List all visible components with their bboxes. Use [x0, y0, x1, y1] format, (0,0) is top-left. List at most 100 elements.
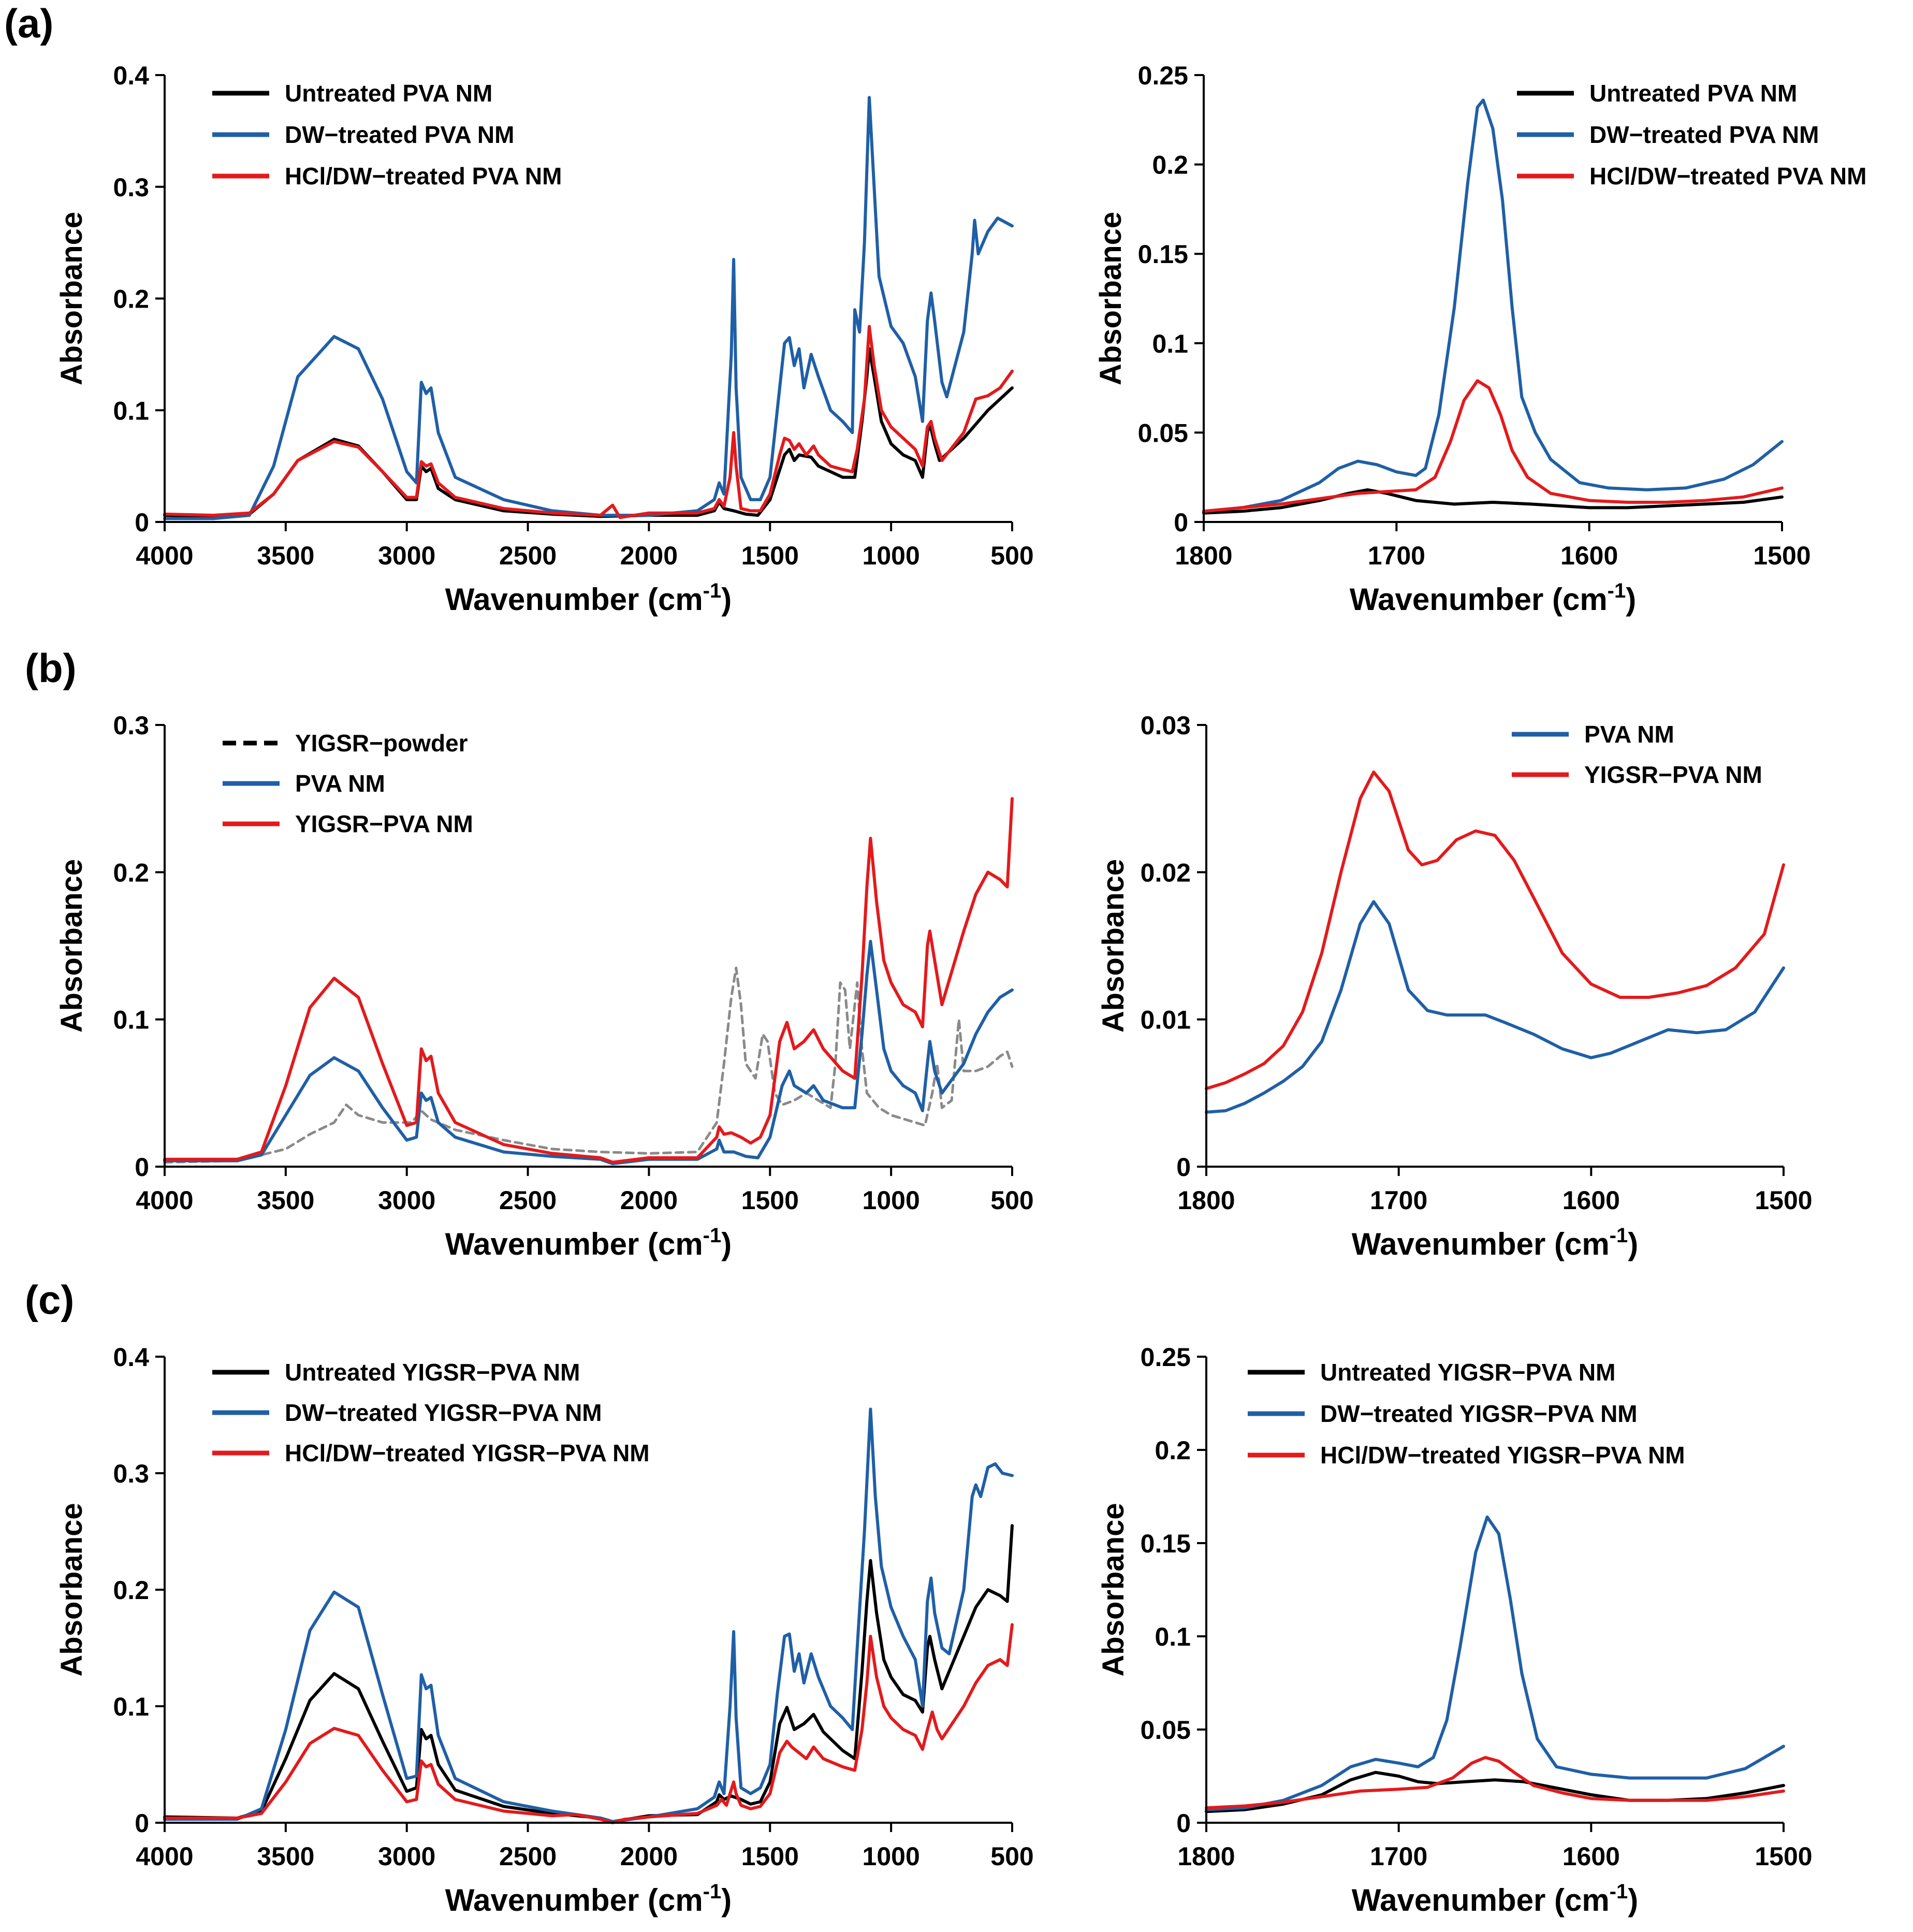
y-tick-label-a-right-2: 0.1	[1152, 329, 1188, 358]
x-tick-label-b-left-1: 3500	[257, 1186, 314, 1215]
x-tick-label-b-right-3: 1500	[1755, 1186, 1812, 1215]
legend-label-b-left-1: PVA NM	[295, 770, 385, 797]
x-tick-label-a-left-5: 1500	[741, 541, 799, 570]
chart-b-left: 0 0.1 0.2 0.3 4000 3500 3000 2500 2000 1500 1000 50…	[55, 711, 1034, 1261]
legend-a-left: Untreated PVA NM DW−treated PVA NM HCl/DW−…	[212, 80, 562, 190]
y-tick-label-b-right-3: 0.03	[1141, 711, 1191, 740]
legend-label-a-right-1: DW−treated PVA NM	[1589, 121, 1819, 148]
legend-b-left: YIGSR−powder PVA NM YIGSR−PVA NM	[223, 730, 473, 837]
y-tick-label-c-right-1: 0.05	[1141, 1716, 1191, 1745]
x-axis-title-main-a-right: Wavenumber (cm	[1350, 582, 1608, 617]
series-line-c-right-1	[1205, 1515, 1785, 1811]
y-tick-label-c-left-1: 0.1	[113, 1692, 149, 1721]
legend-label-b-left-0: YIGSR−powder	[295, 730, 468, 757]
x-tick-label-a-right-2: 1600	[1560, 541, 1618, 570]
x-axis-title-end-c-left: )	[721, 1883, 732, 1918]
y-tick-label-a-left-4: 0.4	[113, 61, 149, 90]
x-tick-label-c-left-2: 3000	[378, 1842, 435, 1871]
x-tick-label-a-right-0: 1800	[1175, 541, 1232, 570]
x-axis-title-main-c-left: Wavenumber (cm	[445, 1883, 703, 1918]
y-axis-title-a-left: Absorbance	[55, 212, 89, 385]
x-tick-label-a-left-6: 1000	[863, 541, 920, 570]
y-axis-title-a-right: Absorbance	[1094, 212, 1128, 385]
y-tick-label-a-right-0: 0	[1174, 508, 1188, 537]
legend-label-c-right-2: HCl/DW−treated YIGSR−PVA NM	[1320, 1442, 1685, 1469]
y-tick-label-a-left-0: 0	[135, 508, 149, 537]
legend-label-c-left-1: DW−treated YIGSR−PVA NM	[285, 1399, 602, 1426]
x-tick-label-c-left-7: 500	[990, 1842, 1033, 1871]
chart-b-right: 0 0.01 0.02 0.03 1800 1700 1600 1500 Wavenumber …	[1097, 711, 1813, 1261]
chart-a-right: 0 0.05 0.1 0.15 0.2 0.25 1800 1700 1600 1500 Waven…	[1094, 61, 1866, 617]
legend-label-c-right-0: Untreated YIGSR−PVA NM	[1320, 1359, 1615, 1386]
x-tick-label-b-left-6: 1000	[863, 1186, 920, 1215]
x-tick-label-c-right-3: 1500	[1755, 1842, 1812, 1871]
y-tick-label-a-left-3: 0.3	[113, 173, 149, 202]
series-line-a-left-1	[163, 96, 1014, 520]
x-tick-label-b-right-2: 1600	[1562, 1186, 1620, 1215]
series-line-a-right-1	[1202, 98, 1784, 513]
x-axis-title-a-left: Wavenumber (cm-1)	[445, 579, 732, 617]
x-axis-title-c-left: Wavenumber (cm-1)	[445, 1880, 732, 1918]
series-line-c-right-2	[1205, 1756, 1785, 1810]
legend-label-a-left-0: Untreated PVA NM	[285, 80, 492, 107]
legend-b-right: PVA NM YIGSR−PVA NM	[1512, 721, 1762, 788]
x-axis-title-sup-b-left: -1	[703, 1224, 722, 1247]
legend-label-a-left-2: HCl/DW−treated PVA NM	[285, 163, 562, 190]
legend-label-b-right-1: YIGSR−PVA NM	[1584, 761, 1762, 788]
x-tick-label-a-left-2: 3000	[378, 541, 435, 570]
y-tick-label-c-right-5: 0.25	[1141, 1343, 1191, 1372]
series-line-a-left-2	[163, 325, 1014, 519]
x-tick-label-c-right-2: 1600	[1562, 1842, 1620, 1871]
x-axis-title-b-left: Wavenumber (cm-1)	[445, 1224, 732, 1261]
y-tick-label-a-right-5: 0.25	[1138, 61, 1188, 90]
x-tick-label-c-left-0: 4000	[136, 1842, 193, 1871]
series-line-b-right-0	[1205, 900, 1785, 1114]
x-tick-label-c-right-1: 1700	[1370, 1842, 1427, 1871]
x-axis-title-b-right: Wavenumber (cm-1)	[1352, 1224, 1638, 1261]
x-tick-label-b-right-0: 1800	[1177, 1186, 1235, 1215]
series-line-b-left-2	[163, 797, 1014, 1164]
x-tick-label-c-right-0: 1800	[1177, 1842, 1235, 1871]
y-axis-title-b-right: Absorbance	[1097, 859, 1130, 1033]
x-tick-label-c-left-4: 2000	[620, 1842, 678, 1871]
x-tick-label-b-left-5: 1500	[741, 1186, 799, 1215]
series-line-a-right-2	[1202, 379, 1784, 513]
legend-c-left: Untreated YIGSR−PVA NM DW−treated YIGSR−P…	[212, 1359, 650, 1466]
legend-label-c-left-2: HCl/DW−treated YIGSR−PVA NM	[285, 1440, 650, 1466]
x-tick-label-b-left-4: 2000	[620, 1186, 678, 1215]
y-tick-label-c-right-0: 0	[1176, 1809, 1191, 1838]
y-tick-label-c-left-3: 0.3	[113, 1459, 149, 1488]
series-line-a-left-0	[163, 347, 1014, 518]
x-tick-label-c-left-6: 1000	[863, 1842, 920, 1871]
x-axis-title-sup-c-left: -1	[703, 1880, 722, 1903]
y-tick-label-b-left-1: 0.1	[113, 1006, 149, 1035]
chart-c-right: 0 0.05 0.1 0.15 0.2 0.25 1800 1700 1600 1500 Waven…	[1097, 1343, 1813, 1918]
series-line-c-left-0	[163, 1524, 1014, 1823]
x-tick-label-b-left-0: 4000	[136, 1186, 193, 1215]
chart-a-left: 0 0.1 0.2 0.3 0.4 4000 3500 3000 2500 2000 1500 100…	[55, 61, 1034, 617]
x-axis-title-sup-a-right: -1	[1608, 579, 1626, 602]
y-tick-label-b-left-3: 0.3	[113, 711, 149, 740]
y-axis-title-b-left: Absorbance	[55, 859, 89, 1033]
chart-c-left: 0 0.1 0.2 0.3 0.4 4000 3500 3000 2500 2000 1500 100…	[55, 1343, 1034, 1918]
y-tick-label-a-left-2: 0.2	[113, 285, 149, 314]
x-tick-label-c-left-1: 3500	[257, 1842, 314, 1871]
y-tick-label-c-left-0: 0	[135, 1809, 149, 1838]
legend-label-c-left-0: Untreated YIGSR−PVA NM	[285, 1359, 580, 1386]
x-axis-title-main-b-right: Wavenumber (cm	[1352, 1227, 1610, 1261]
y-tick-label-b-left-2: 0.2	[113, 858, 149, 887]
x-axis-title-end-c-right: )	[1628, 1883, 1638, 1918]
series-line-a-right-0	[1202, 488, 1784, 515]
y-tick-label-c-left-4: 0.4	[113, 1343, 149, 1372]
x-tick-label-b-left-2: 3000	[378, 1186, 435, 1215]
y-tick-label-a-right-3: 0.15	[1138, 240, 1188, 269]
x-tick-label-a-right-3: 1500	[1753, 541, 1810, 570]
series-line-c-left-2	[163, 1623, 1014, 1824]
x-tick-label-c-left-3: 2500	[499, 1842, 557, 1871]
legend-label-c-right-1: DW−treated YIGSR−PVA NM	[1320, 1400, 1638, 1427]
y-axis-title-c-right: Absorbance	[1097, 1503, 1130, 1676]
legend-a-right: Untreated PVA NM DW−treated PVA NM HCl/DW−…	[1517, 80, 1866, 190]
y-tick-label-a-right-4: 0.2	[1152, 151, 1188, 180]
x-axis-title-main-a-left: Wavenumber (cm	[445, 582, 703, 617]
